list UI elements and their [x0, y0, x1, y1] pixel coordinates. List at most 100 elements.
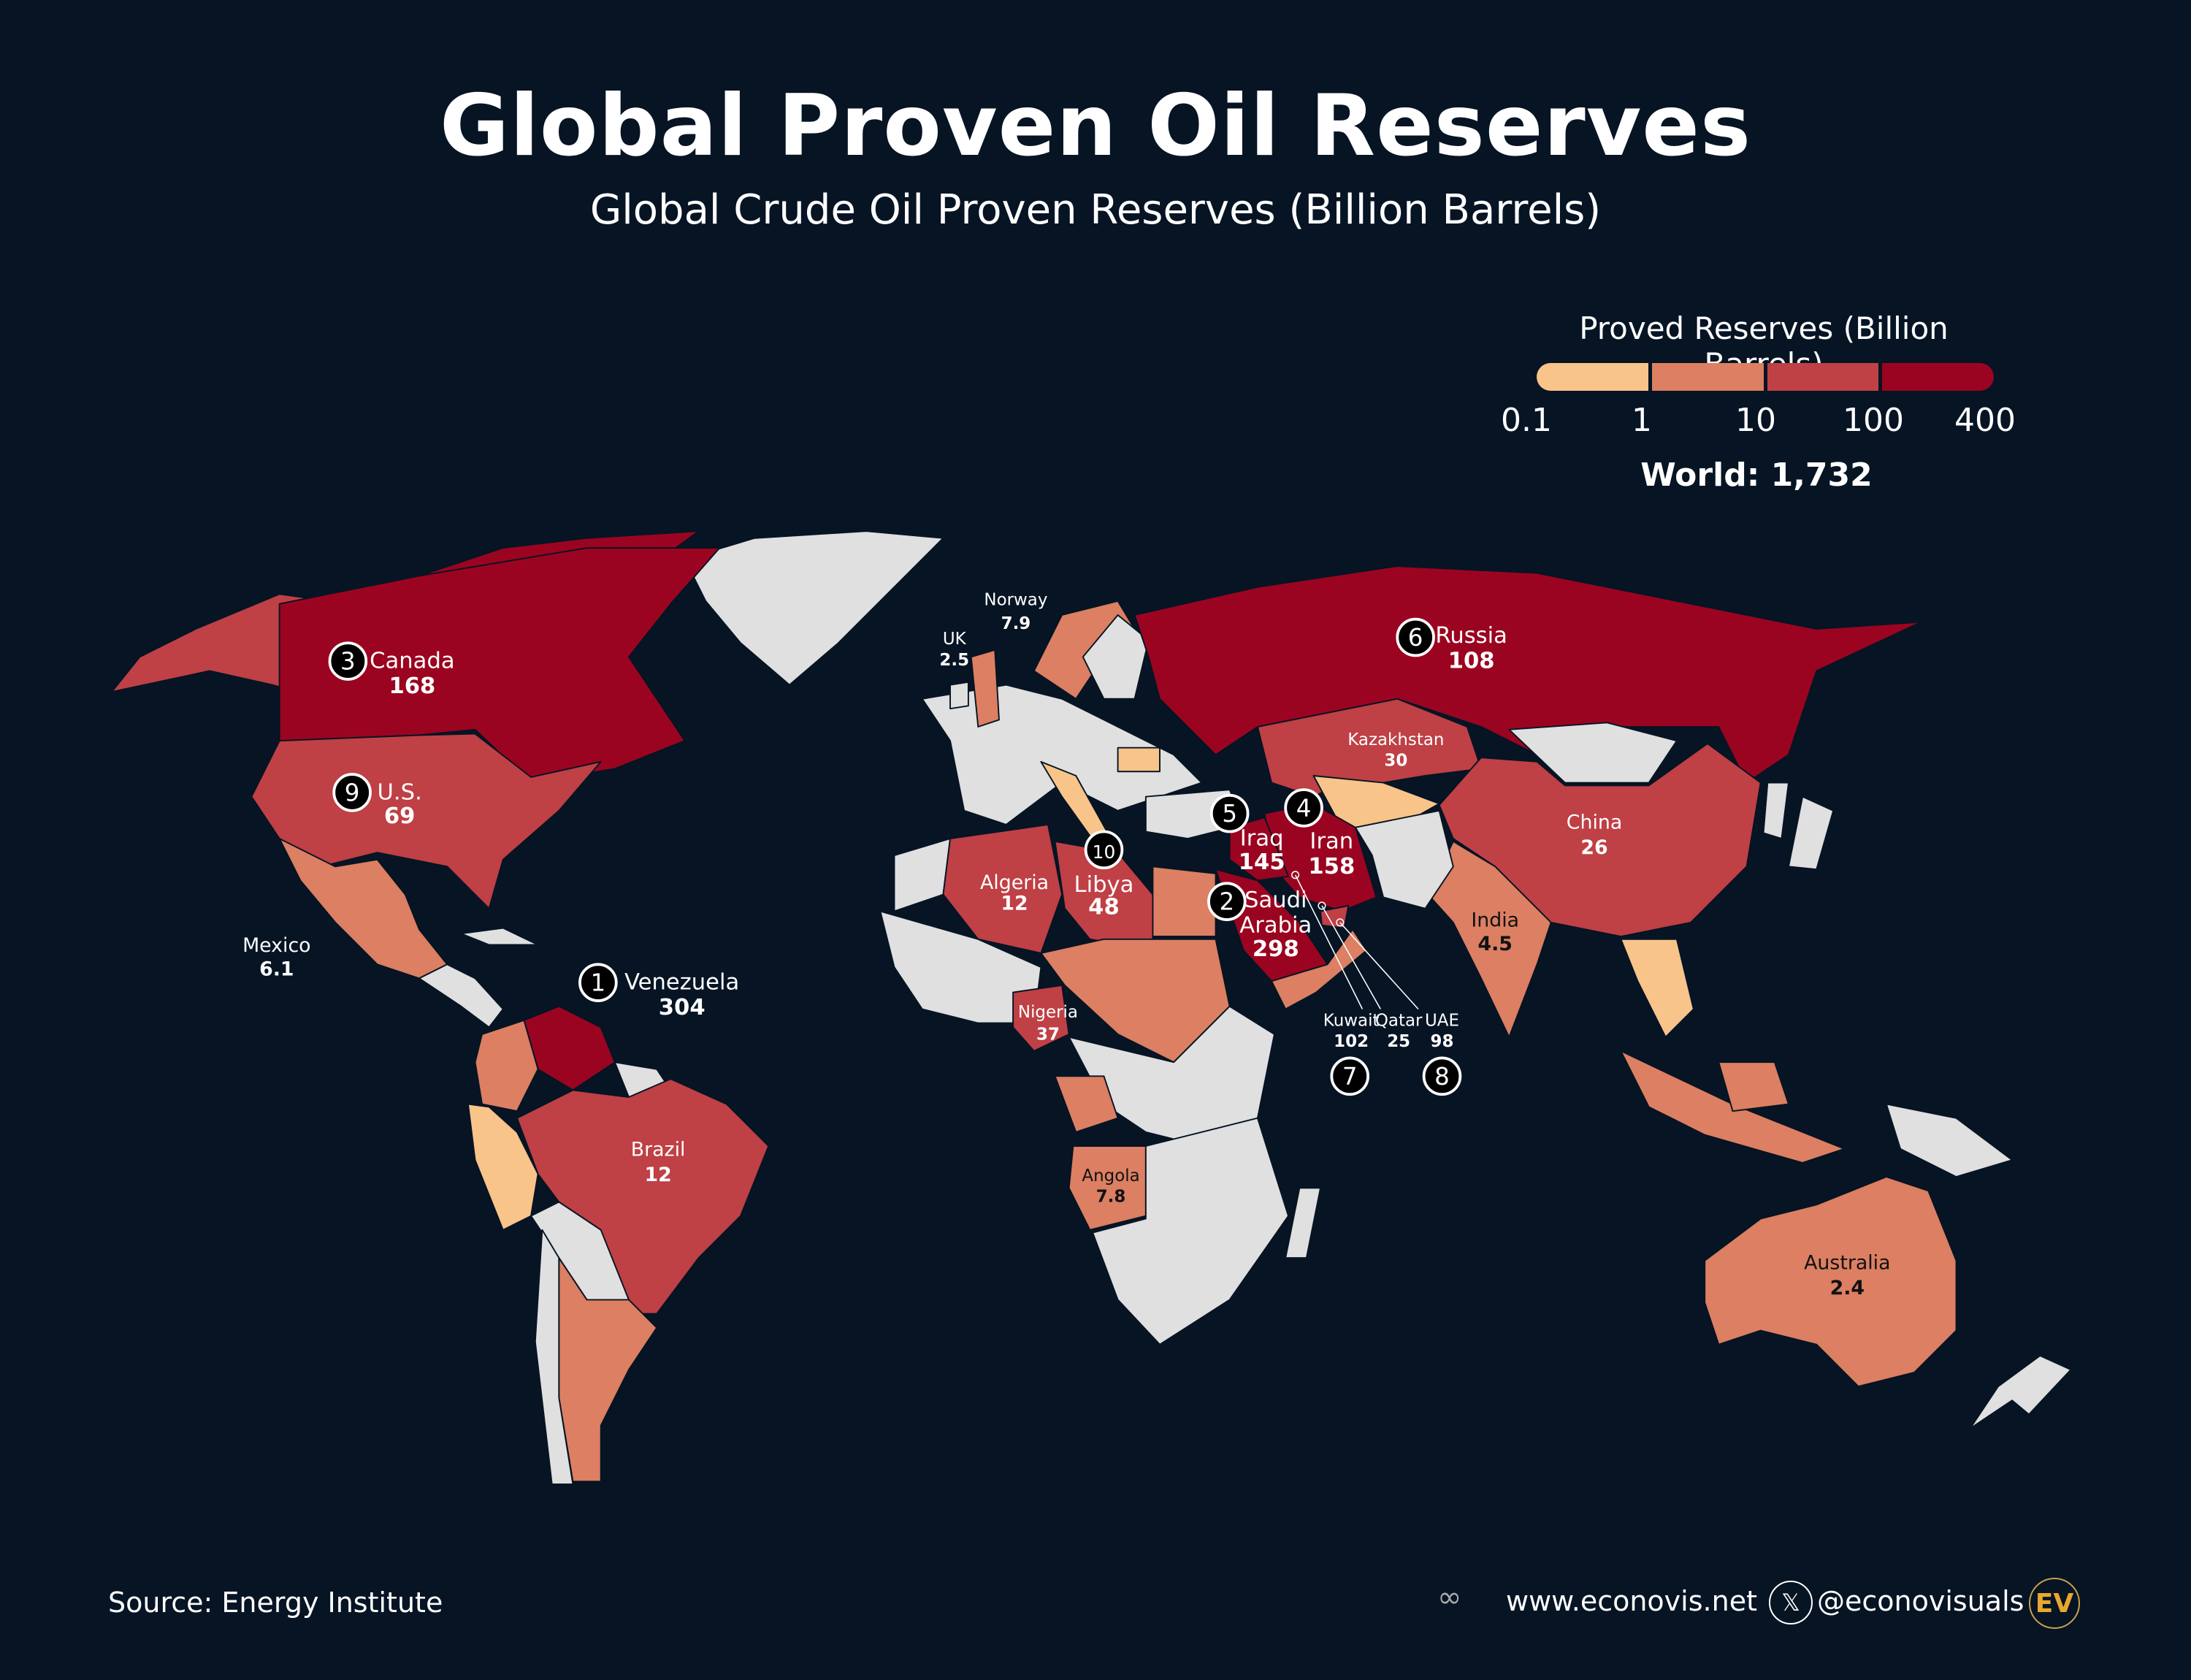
country-value: 48 — [1088, 894, 1120, 920]
rank-badge — [1284, 788, 1323, 828]
country-value: 37 — [1036, 1026, 1060, 1045]
rank-badge — [1209, 793, 1250, 833]
econovis-logo-icon: ∞ — [1437, 1581, 1462, 1614]
legend-tick: 0.1 — [1501, 402, 1552, 439]
source-note: Source: Energy Institute — [108, 1587, 443, 1619]
country-name: UAE — [1425, 1011, 1459, 1030]
country-value: 30 — [1384, 752, 1407, 771]
country-name: Iraq — [1240, 826, 1284, 852]
rank-badge — [1207, 882, 1247, 921]
rank-number: 5 — [1222, 800, 1237, 828]
country-label-nigeria: Nigeria 37 — [1018, 1003, 1078, 1045]
rank-number: 7 — [1342, 1063, 1358, 1091]
country-name: Brazil — [631, 1138, 686, 1161]
legend-bin-0-1-to-1 — [1537, 363, 1648, 391]
rank-badge — [1396, 617, 1435, 657]
region-uae — [1320, 904, 1350, 929]
country-label-qatar: Qatar 25 — [1375, 1011, 1423, 1051]
country-value: 298 — [1253, 936, 1299, 962]
country-name: Canada — [370, 649, 454, 674]
region-chile — [534, 1229, 574, 1485]
region-nigeria — [1012, 985, 1070, 1052]
rank-badge — [328, 641, 368, 681]
ev-logo: EV — [2029, 1578, 2080, 1629]
region-angola — [1068, 1145, 1147, 1231]
gulf-leader-lines — [1291, 871, 1419, 1010]
region-india — [1427, 840, 1552, 1038]
region-colombia — [474, 1019, 539, 1112]
country-value: 158 — [1308, 854, 1355, 879]
world-total: World: 1,732 — [1640, 457, 1873, 494]
rank-number: 1 — [591, 969, 606, 997]
country-name: Mexico — [242, 934, 310, 957]
website-link[interactable]: www.econovis.net — [1506, 1585, 1757, 1617]
region-central-america — [418, 963, 504, 1028]
country-label-kuwait: Kuwait 102 7 — [1323, 1011, 1379, 1096]
region-madagascar — [1285, 1187, 1321, 1259]
region-uk — [970, 649, 1000, 728]
rank-badge — [1422, 1056, 1462, 1096]
country-label-norway: Norway 7.9 — [984, 591, 1047, 634]
region-egypt — [1152, 866, 1217, 937]
region-mongolia — [1508, 722, 1678, 784]
region-ireland — [949, 681, 969, 710]
region-korea-japan — [1762, 782, 1789, 840]
region-new-zealand — [1969, 1355, 2072, 1429]
country-value: 108 — [1448, 649, 1495, 674]
region-japan — [1788, 795, 1835, 871]
country-value: 69 — [384, 803, 416, 829]
country-name: Qatar — [1375, 1011, 1423, 1030]
region-southern-africa — [1092, 1117, 1289, 1345]
country-name: Kazakhstan — [1347, 730, 1444, 749]
region-borneo — [1718, 1061, 1789, 1112]
region-yemen-oman — [1271, 928, 1368, 1010]
country-name: Saudi — [1244, 887, 1307, 913]
region-southeast-asia — [1620, 938, 1694, 1038]
rank-badge — [578, 963, 618, 1002]
rank-number: 10 — [1093, 841, 1116, 863]
country-name: U.S. — [378, 780, 422, 806]
country-value: 145 — [1239, 849, 1285, 875]
rank-number: 9 — [345, 779, 360, 806]
rank-number: 6 — [1408, 624, 1423, 652]
country-label-uk: UK 2.5 — [939, 630, 969, 670]
region-australia — [1704, 1176, 1957, 1388]
country-value: 102 — [1334, 1032, 1369, 1051]
rank-number: 8 — [1434, 1063, 1450, 1091]
legend-bin-100-to-400 — [1882, 363, 1994, 391]
region-romania — [1117, 747, 1160, 773]
country-value: 2.5 — [939, 651, 969, 670]
region-gabon-congo — [1054, 1075, 1119, 1133]
x-twitter-icon: 𝕏 — [1769, 1581, 1813, 1624]
twitter-handle[interactable]: @econovisuals — [1817, 1585, 2024, 1617]
country-label-brazil: Brazil 12 — [631, 1138, 686, 1185]
legend-tick: 400 — [1954, 402, 2016, 439]
country-value: 98 — [1431, 1032, 1454, 1051]
country-value: 12 — [1001, 893, 1028, 915]
country-name: Algeria — [980, 871, 1049, 894]
legend-bin-1-to-10 — [1651, 363, 1764, 391]
rank-number: 3 — [340, 648, 356, 676]
legend-bin-10-to-100 — [1767, 363, 1879, 391]
region-greenland — [684, 530, 944, 686]
region-venezuela — [523, 1005, 616, 1091]
country-value: 4.5 — [1477, 933, 1512, 955]
country-label-u-s-: U.S.69 9 — [332, 773, 422, 829]
page-subtitle: Global Crude Oil Proven Reserves (Billio… — [589, 186, 1602, 234]
rank-number: 2 — [1220, 888, 1235, 916]
country-name: China — [1567, 812, 1622, 834]
country-value: 168 — [389, 673, 435, 699]
country-value: 304 — [659, 995, 706, 1020]
country-label-kazakhstan: Kazakhstan 30 — [1347, 730, 1444, 771]
country-name: Arabia — [1239, 912, 1312, 938]
country-value: 26 — [1580, 836, 1607, 859]
